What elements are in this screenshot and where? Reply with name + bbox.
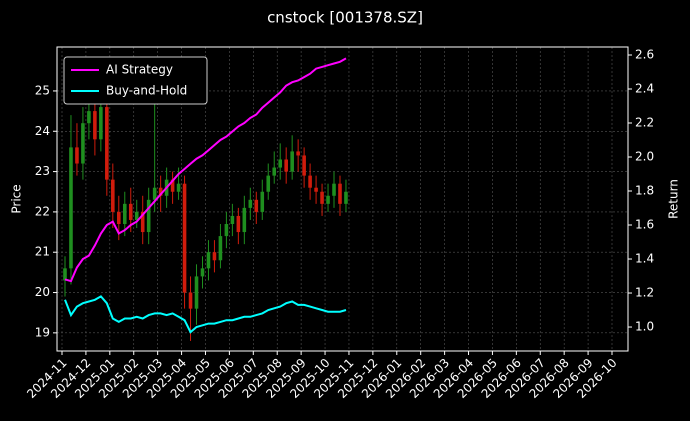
y-tick-label: 19 <box>35 325 50 339</box>
candle-body <box>272 167 277 176</box>
candle-body <box>170 179 175 192</box>
candle-body <box>140 211 145 233</box>
y2-tick-label: 1.4 <box>635 252 654 266</box>
candle-body <box>224 223 229 237</box>
candle-body <box>332 183 336 196</box>
candle-body <box>290 151 294 172</box>
candle-body <box>188 292 193 309</box>
candle-body <box>326 195 330 204</box>
candle-body <box>344 191 348 204</box>
candle-body <box>206 252 211 269</box>
y2-tick-label: 2.0 <box>635 150 654 164</box>
y2-tick-label: 1.0 <box>635 320 654 334</box>
y-tick-label: 20 <box>35 285 50 299</box>
candle-body <box>260 191 265 212</box>
candle-body <box>182 183 187 293</box>
candle-body <box>212 252 217 261</box>
candle-body <box>314 187 318 192</box>
y2-tick-label: 2.4 <box>635 81 654 95</box>
candle-body <box>146 199 151 233</box>
candle-body <box>69 147 73 269</box>
y-tick-label: 25 <box>35 83 50 97</box>
y2-axis-label: Return <box>667 179 681 219</box>
candle-body <box>87 111 91 124</box>
return-line <box>64 57 347 283</box>
candle-body <box>134 211 139 220</box>
candle-body <box>218 236 223 261</box>
candle-body <box>242 207 247 233</box>
candle-body <box>63 268 67 281</box>
candle-body <box>158 187 163 196</box>
candle-body <box>248 199 253 208</box>
candle-body <box>308 175 312 188</box>
candle-body <box>152 187 157 200</box>
candle-body <box>93 111 97 140</box>
y-tick-label: 21 <box>35 245 50 259</box>
y2-tick-label: 1.8 <box>635 184 654 198</box>
legend: AI Strategy Buy-and-Hold <box>63 56 208 105</box>
candle-body <box>111 179 115 212</box>
candle-body <box>75 147 79 164</box>
candle-body <box>117 211 121 224</box>
chart-title: cnstock [001378.SZ] <box>267 9 423 27</box>
candle-body <box>254 199 259 212</box>
y2-tick-label: 2.2 <box>635 116 654 130</box>
y-tick-label: 24 <box>35 124 50 138</box>
plot-frame <box>56 46 629 352</box>
y2-tick-label: 2.6 <box>635 47 654 61</box>
y-axis-label: Price <box>10 184 24 213</box>
y2-tick-label: 1.6 <box>635 218 654 232</box>
candle-body <box>81 123 85 164</box>
candle-body <box>302 155 306 176</box>
candle-body <box>284 159 288 172</box>
return-line <box>64 295 347 334</box>
candle-body <box>200 268 205 277</box>
legend-label: Buy-and-Hold <box>106 84 187 98</box>
candle-body <box>105 107 109 180</box>
candle-body <box>99 107 103 140</box>
candle-body <box>266 175 271 192</box>
candle-body <box>122 203 127 224</box>
candle-body <box>194 276 199 309</box>
y-tick-label: 22 <box>35 204 50 218</box>
y-tick-label: 23 <box>35 164 50 178</box>
legend-label: AI Strategy <box>106 63 173 77</box>
legend-box <box>63 56 208 105</box>
candle-body <box>128 203 133 220</box>
candle-body <box>230 215 235 224</box>
candle-body <box>296 151 300 156</box>
candle-body <box>338 183 342 204</box>
y2-tick-label: 1.2 <box>635 286 654 300</box>
candle-body <box>320 191 324 204</box>
candle-body <box>236 215 241 233</box>
candle-body <box>278 159 282 168</box>
candle-body <box>176 183 181 192</box>
